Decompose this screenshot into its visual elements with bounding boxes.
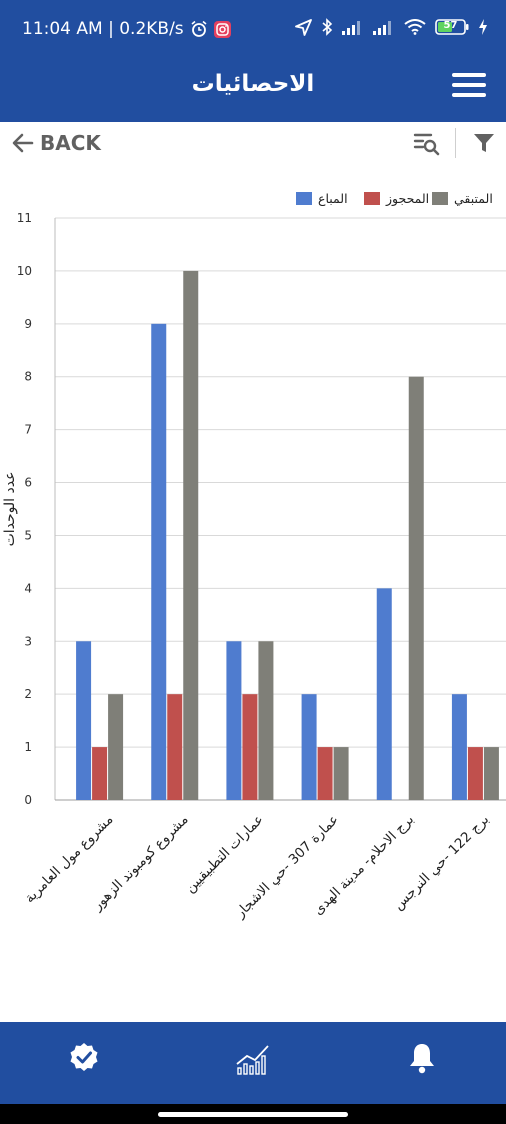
app-bar: الاحصائيات (0, 62, 506, 122)
y-tick-label-4: 4 (24, 581, 32, 595)
y-tick-label-7: 7 (24, 423, 32, 437)
home-indicator[interactable] (158, 1112, 348, 1117)
bar-1-0 (151, 323, 167, 800)
y-tick-label-1: 1 (24, 740, 32, 754)
y-tick-label-10: 10 (17, 264, 32, 278)
signal-icon-2 (373, 21, 391, 35)
verified-badge-icon[interactable] (68, 1042, 100, 1074)
legend-label-0: المباع (318, 191, 348, 206)
bar-2-0 (226, 641, 242, 800)
back-button[interactable]: BACK (12, 131, 101, 155)
y-tick-label-3: 3 (24, 634, 32, 648)
statistics-chart-icon[interactable] (235, 1042, 271, 1076)
location-arrow-icon (295, 18, 312, 36)
battery-icon (435, 19, 469, 35)
signal-icon-1 (342, 21, 360, 35)
legend-label-1: المحجوز (385, 191, 429, 207)
system-navigation-bar (0, 1104, 506, 1124)
y-tick-label-0: 0 (24, 793, 32, 807)
toolbar: BACK (0, 122, 506, 166)
bell-icon[interactable] (408, 1042, 436, 1074)
alarm-icon (191, 20, 207, 37)
bar-0-2 (108, 694, 124, 800)
status-right: 57 (295, 18, 488, 36)
bar-5-1 (467, 747, 483, 800)
y-tick-label-11: 11 (17, 211, 32, 225)
status-time-speed: 11:04 AM | 0.2KB/s (22, 19, 184, 39)
status-bar: 11:04 AM | 0.2KB/s (0, 0, 506, 62)
bar-1-2 (183, 270, 199, 801)
bar-3-2 (333, 747, 349, 800)
bar-0-0 (76, 641, 92, 800)
bar-0-1 (92, 747, 108, 800)
search-list-icon[interactable] (413, 131, 441, 157)
bar-5-2 (483, 747, 499, 800)
y-tick-label-5: 5 (24, 528, 32, 542)
status-left: 11:04 AM | 0.2KB/s (22, 19, 231, 39)
y-tick-label-8: 8 (24, 370, 32, 384)
legend-swatch-0 (296, 192, 312, 205)
bar-4-2 (408, 376, 424, 800)
bar-2-1 (242, 694, 258, 800)
bluetooth-icon (322, 18, 333, 36)
x-tick-label-2: عمارات التطبيقيين (182, 812, 267, 897)
y-axis-label: عدد الوحدات (2, 472, 18, 547)
legend-swatch-1 (364, 192, 380, 205)
y-tick-label-9: 9 (24, 317, 32, 331)
charging-icon (479, 19, 487, 35)
bar-2-2 (258, 641, 274, 800)
y-tick-label-6: 6 (24, 476, 32, 490)
back-label: BACK (40, 131, 101, 155)
instagram-icon (213, 20, 231, 38)
bar-3-1 (317, 747, 333, 800)
bar-3-0 (301, 694, 317, 800)
toolbar-divider (455, 128, 456, 158)
legend-label-2: المتبقي (454, 191, 493, 206)
y-tick-label-2: 2 (24, 687, 32, 701)
bar-5-0 (451, 694, 467, 800)
battery-indicator: 57 (435, 19, 469, 35)
bottom-navigation (0, 1022, 506, 1104)
wifi-icon (404, 19, 426, 35)
bar-1-1 (167, 694, 183, 800)
filter-icon[interactable] (472, 131, 496, 155)
legend-swatch-2 (432, 192, 448, 205)
arrow-left-icon (12, 133, 34, 153)
battery-level: 57 (443, 20, 458, 31)
page-title: الاحصائيات (191, 71, 315, 97)
hamburger-menu-icon[interactable] (452, 73, 488, 99)
bar-4-0 (376, 588, 392, 800)
